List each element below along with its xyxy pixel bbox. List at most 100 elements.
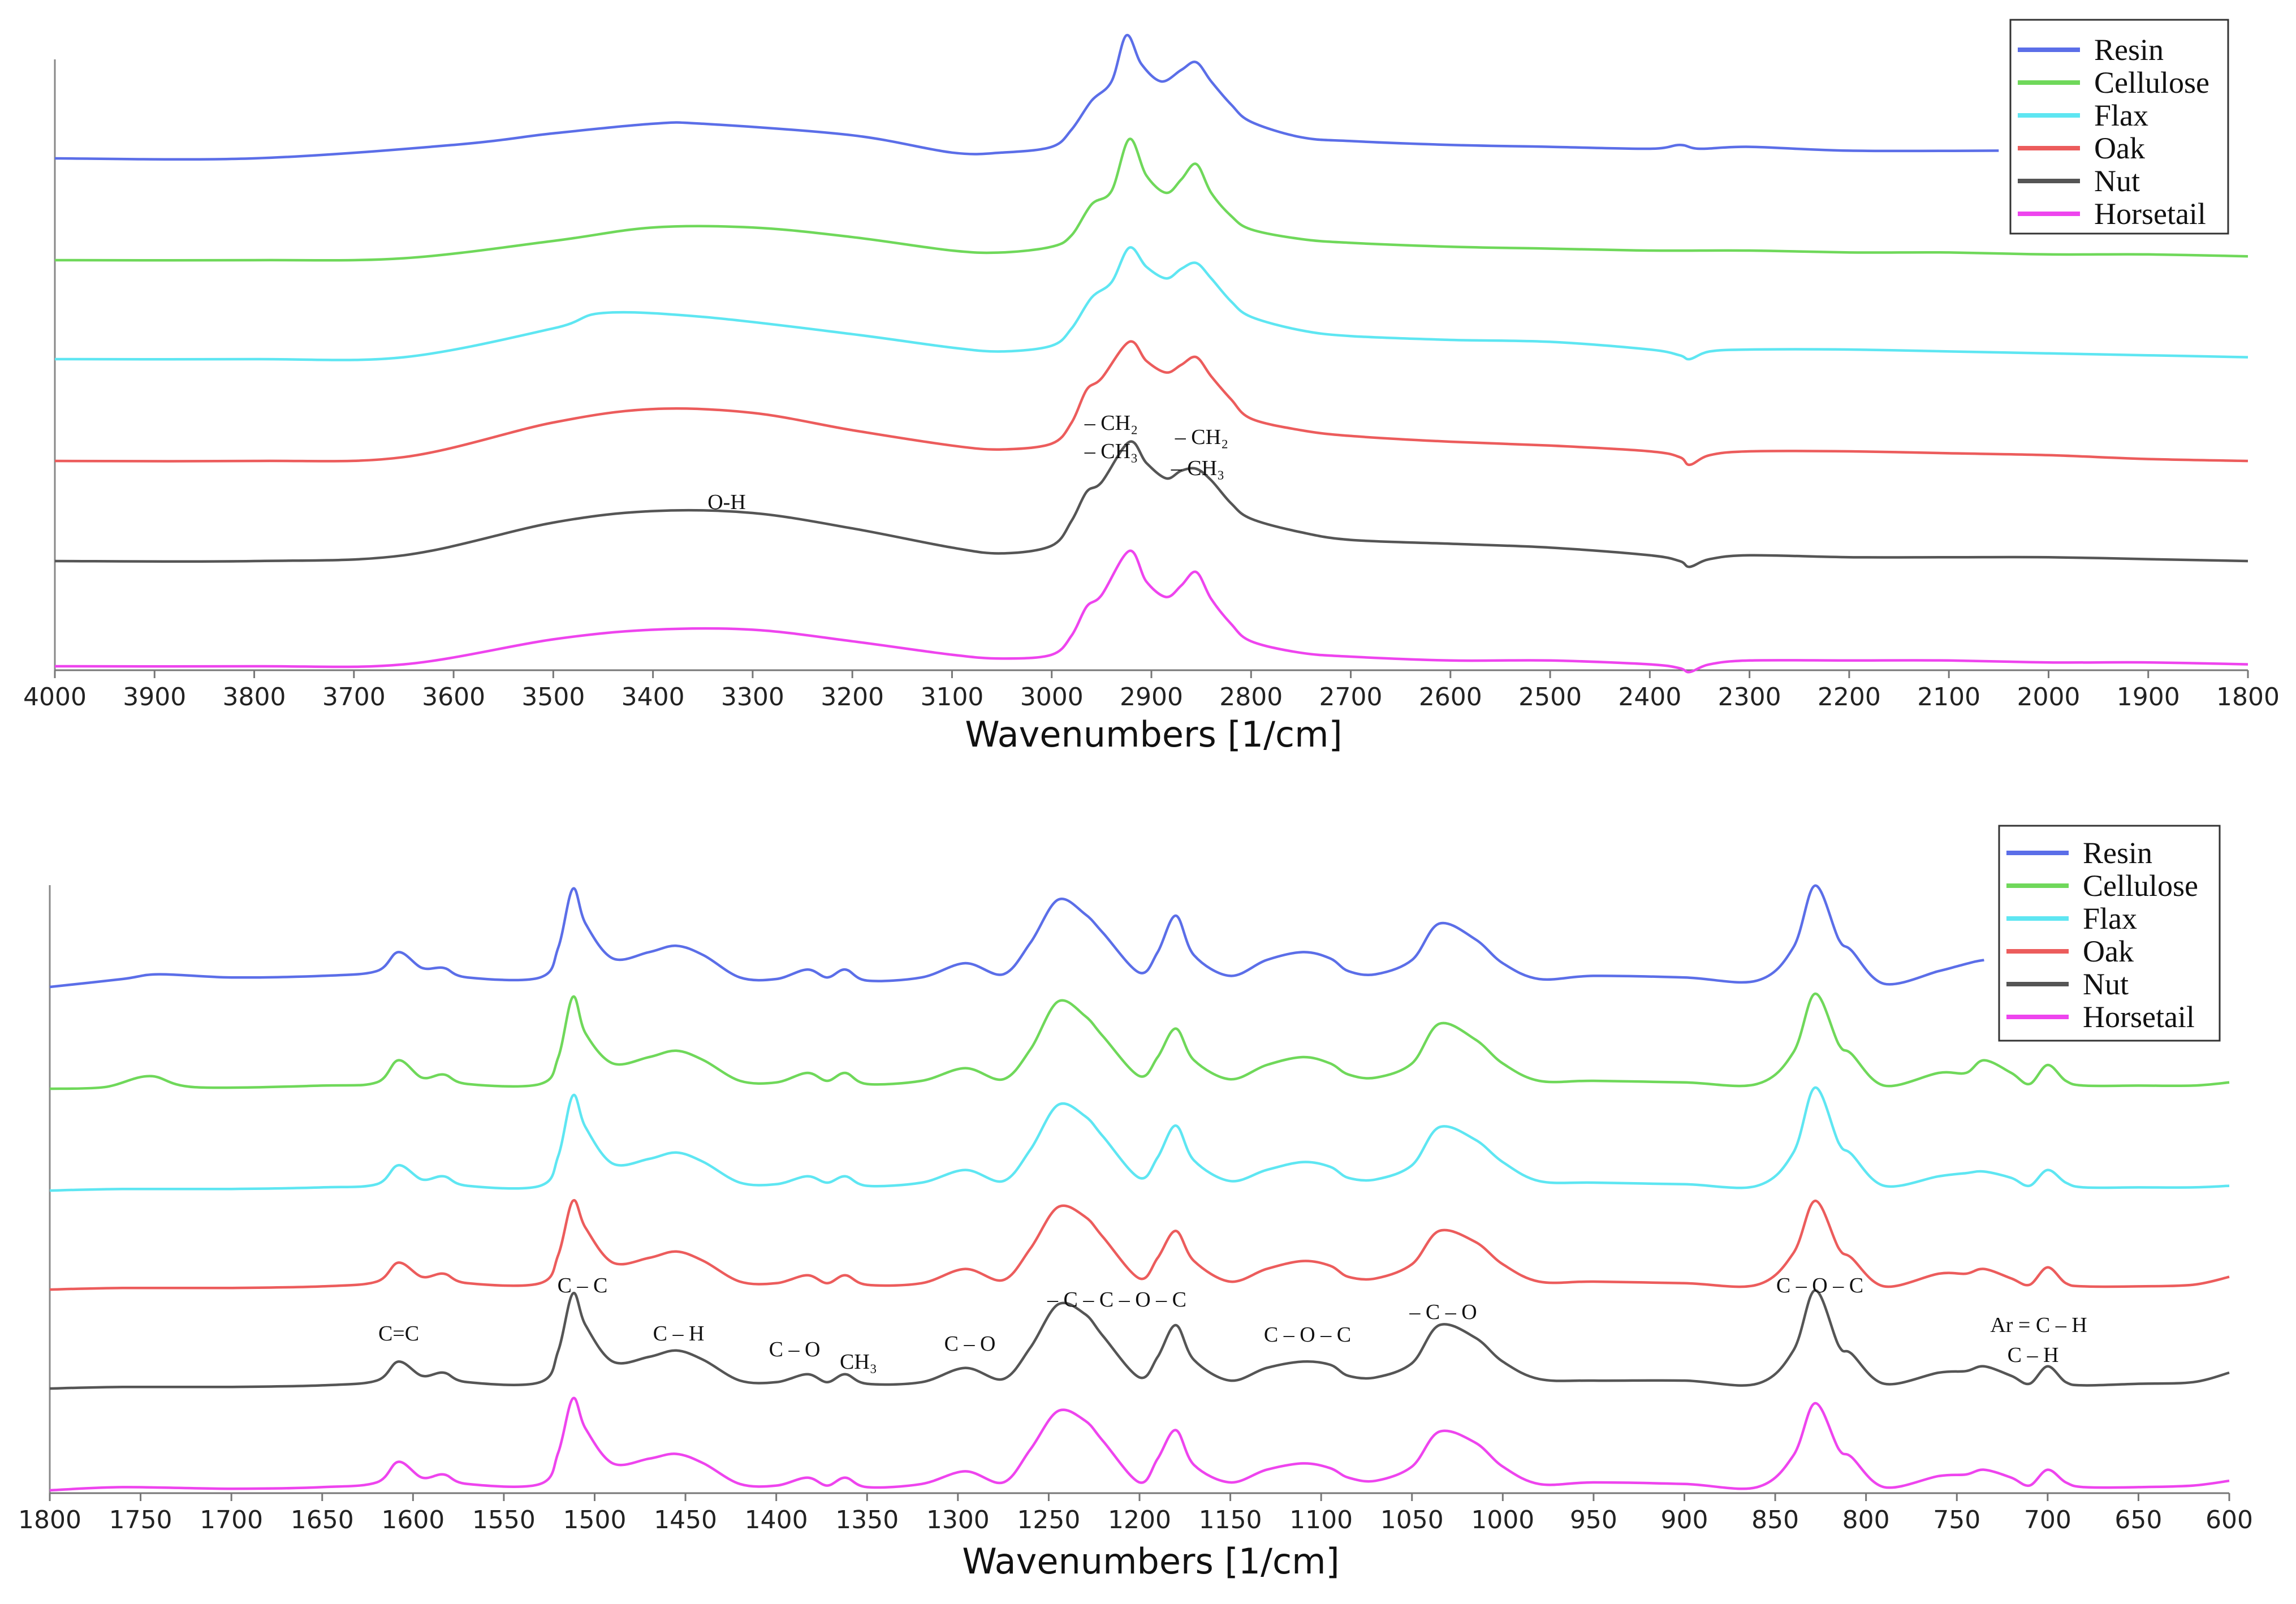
top-annotations: O-H – CH₂ – CH₃ – CH₂ – CH₃ — [707, 411, 1228, 514]
bottom-series-lines — [49, 884, 2230, 1492]
top-x-axis-title: Wavenumbers [1/cm] — [965, 714, 1342, 755]
annotation-oh: O-H — [707, 490, 746, 514]
x-tick-label: 900 — [1661, 1506, 1708, 1534]
x-tick-label: 2400 — [1618, 683, 1681, 712]
x-tick-label: 800 — [1842, 1506, 1890, 1534]
x-tick-label: 4000 — [23, 683, 87, 712]
bottom-x-ticks: 1800 1750 1700 1650 1600 1550 1500 1450 1400 1350… — [18, 1493, 2253, 1534]
top-legend-box — [2009, 19, 2229, 235]
legend-label-resin: Resin — [2083, 836, 2152, 870]
top-chart-background — [0, 0, 2296, 775]
annotation-ch2-b: – CH₂ — [1175, 425, 1229, 449]
x-tick-label: 1200 — [1108, 1506, 1171, 1534]
series-line-oak — [54, 340, 2248, 467]
x-tick-label: 2600 — [1419, 683, 1482, 712]
annotation-ccoc: – C – C – O – C — [1047, 1288, 1186, 1312]
x-tick-label: 3700 — [322, 683, 386, 712]
annotation-ch-b: C – H — [2008, 1343, 2059, 1367]
x-tick-label: 3300 — [721, 683, 784, 712]
x-tick-label: 950 — [1570, 1506, 1617, 1534]
x-tick-label: 3400 — [622, 683, 685, 712]
series-line-resin — [54, 34, 1999, 161]
x-tick-label: 1600 — [381, 1506, 444, 1534]
x-tick-label: 650 — [2114, 1506, 2162, 1534]
bottom-annotations: C=C C – C C – H C – O CH₃ C – O – C – C … — [378, 1274, 2087, 1374]
legend-label-oak: Oak — [2083, 934, 2134, 968]
legend-label-cellulose: Cellulose — [2083, 869, 2198, 903]
x-tick-label: 1350 — [835, 1506, 899, 1534]
series-line-flax — [54, 246, 2248, 361]
x-tick-label: 3200 — [821, 683, 884, 712]
series-line-cellulose — [54, 137, 2248, 262]
x-tick-label: 3900 — [123, 683, 186, 712]
x-tick-label: 1150 — [1199, 1506, 1262, 1534]
series-line-horsetail — [49, 1396, 2230, 1492]
x-tick-label: 2000 — [2017, 683, 2080, 712]
x-tick-label: 1800 — [18, 1506, 81, 1534]
legend-label-oak: Oak — [2094, 131, 2145, 165]
bottom-x-axis-title: Wavenumbers [1/cm] — [962, 1541, 1339, 1582]
x-tick-label: 750 — [1933, 1506, 1980, 1534]
x-tick-label: 700 — [2024, 1506, 2071, 1534]
legend-label-flax: Flax — [2094, 98, 2148, 132]
legend-label-resin: Resin — [2094, 33, 2164, 67]
series-line-resin — [49, 884, 1984, 989]
series-line-oak — [49, 1198, 2230, 1291]
x-tick-label: 1450 — [654, 1506, 717, 1534]
annotation-ar-ch: Ar = C – H — [1990, 1313, 2087, 1337]
top-series-lines — [54, 34, 2248, 674]
top-x-ticks: 4000 3900 3800 3700 3600 3500 3400 3300 3200 3100… — [23, 670, 2280, 712]
x-tick-label: 1750 — [109, 1506, 172, 1534]
annotation-coc-a: C – O – C — [1264, 1323, 1351, 1347]
series-line-horsetail — [54, 549, 2248, 674]
bottom-chart: 1800 1750 1700 1650 1600 1550 1500 1450 1400 1350… — [18, 825, 2253, 1582]
annotation-ch3: CH₃ — [840, 1350, 877, 1374]
bottom-legend-box — [1998, 825, 2221, 1042]
annotation-co-a: C – O — [769, 1338, 821, 1361]
x-tick-label: 1000 — [1471, 1506, 1534, 1534]
legend-label-flax: Flax — [2083, 902, 2137, 935]
annotation-co-c: – C – O — [1409, 1300, 1477, 1324]
annotation-cc: C – C — [558, 1274, 608, 1297]
x-tick-label: 2300 — [1718, 683, 1781, 712]
x-tick-label: 1100 — [1289, 1506, 1353, 1534]
top-chart: 4000 3900 3800 3700 3600 3500 3400 3300 3200 3100… — [0, 0, 2296, 775]
annotation-co-b: C – O — [944, 1332, 996, 1356]
legend-label-nut: Nut — [2094, 164, 2140, 198]
annotation-cc-double: C=C — [378, 1322, 419, 1346]
x-tick-label: 2200 — [1818, 683, 1881, 712]
series-line-nut — [49, 1289, 2230, 1390]
x-tick-label: 850 — [1751, 1506, 1799, 1534]
x-tick-label: 3500 — [521, 683, 585, 712]
x-tick-label: 1550 — [472, 1506, 536, 1534]
annotation-ch3-b: – CH₃ — [1171, 456, 1225, 480]
x-tick-label: 3800 — [223, 683, 286, 712]
x-tick-label: 1300 — [926, 1506, 990, 1534]
x-tick-label: 1800 — [2216, 683, 2280, 712]
legend-label-horsetail: Horsetail — [2094, 197, 2206, 231]
x-tick-label: 2500 — [1518, 683, 1582, 712]
x-tick-label: 1650 — [291, 1506, 354, 1534]
x-tick-label: 3600 — [422, 683, 485, 712]
series-line-cellulose — [49, 992, 2230, 1090]
legend-label-cellulose: Cellulose — [2094, 66, 2209, 100]
x-tick-label: 2700 — [1319, 683, 1383, 712]
x-tick-label: 1250 — [1017, 1506, 1080, 1534]
series-line-nut — [54, 440, 2248, 568]
x-tick-label: 1500 — [563, 1506, 627, 1534]
x-tick-label: 3100 — [920, 683, 983, 712]
x-tick-label: 1700 — [200, 1506, 263, 1534]
x-tick-label: 3000 — [1020, 683, 1084, 712]
x-tick-label: 2800 — [1219, 683, 1283, 712]
legend-label-nut: Nut — [2083, 967, 2129, 1001]
x-tick-label: 600 — [2206, 1506, 2253, 1534]
annotation-coc-b: C – O – C — [1776, 1274, 1863, 1297]
x-tick-label: 1900 — [2117, 683, 2180, 712]
annotation-ch: C – H — [653, 1322, 705, 1346]
series-line-flax — [49, 1086, 2230, 1192]
x-tick-label: 1400 — [745, 1506, 808, 1534]
annotation-ch3-a: – CH₃ — [1084, 439, 1138, 463]
